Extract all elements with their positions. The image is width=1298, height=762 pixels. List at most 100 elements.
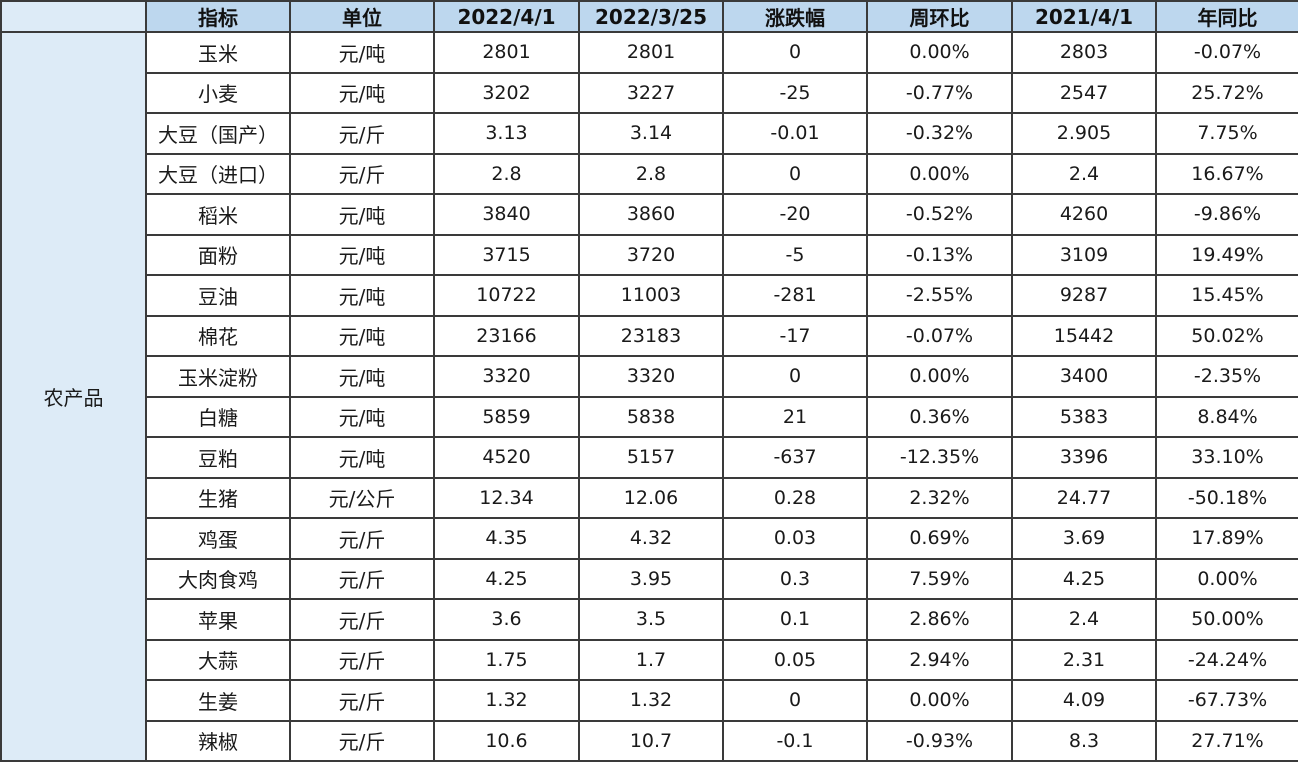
cell-unit: 元/吨 [289,193,435,236]
table-row: 稻米 元/吨 3840 3860 -20 -0.52% 4260 -9.86% [1,193,1298,236]
cell-change: 0 [722,31,868,74]
cell-change: -17 [722,314,868,357]
cell-unit: 元/斤 [289,517,435,560]
cell-year-over-year: 25.72% [1155,71,1298,114]
cell-date-current: 23166 [433,314,580,357]
cell-indicator: 鸡蛋 [145,517,291,560]
cell-week-over-week: -0.32% [866,112,1013,155]
cell-unit: 元/斤 [289,638,435,681]
table-row: 大肉食鸡 元/斤 4.25 3.95 0.3 7.59% 4.25 0.00% [1,557,1298,600]
cell-week-over-week: 2.94% [866,638,1013,681]
cell-week-over-week: 0.36% [866,395,1013,438]
cell-date-previous-week: 3.95 [578,557,724,600]
cell-unit: 元/斤 [289,112,435,155]
table-body: 农产品 玉米 元/吨 2801 2801 0 0.00% 2803 -0.07% 小麦 元/吨 320… [0,31,1298,762]
cell-date-last-year: 3396 [1011,436,1157,479]
header-indicator: 指标 [145,0,291,33]
cell-change: 21 [722,395,868,438]
cell-year-over-year: 15.45% [1155,274,1298,317]
cell-date-previous-week: 23183 [578,314,724,357]
cell-change: -5 [722,233,868,276]
cell-date-last-year: 4.25 [1011,557,1157,600]
header-change: 涨跌幅 [722,0,868,33]
cell-year-over-year: -50.18% [1155,476,1298,519]
cell-week-over-week: 0.00% [866,31,1013,74]
cell-year-over-year: 50.00% [1155,598,1298,641]
cell-indicator: 玉米 [145,31,291,74]
cell-change: -0.01 [722,112,868,155]
cell-week-over-week: -0.13% [866,233,1013,276]
cell-date-last-year: 5383 [1011,395,1157,438]
cell-indicator: 大肉食鸡 [145,557,291,600]
table-row: 辣椒 元/斤 10.6 10.7 -0.1 -0.93% 8.3 27.71% [1,719,1298,762]
header-corner [0,0,147,33]
cell-unit: 元/吨 [289,395,435,438]
cell-change: 0.1 [722,598,868,641]
cell-date-previous-week: 3.5 [578,598,724,641]
cell-indicator: 大蒜 [145,638,291,681]
cell-date-previous-week: 3720 [578,233,724,276]
cell-week-over-week: -2.55% [866,274,1013,317]
cell-date-last-year: 2803 [1011,31,1157,74]
header-date-current: 2022/4/1 [433,0,580,33]
cell-change: -25 [722,71,868,114]
cell-indicator: 苹果 [145,598,291,641]
cell-date-last-year: 3.69 [1011,517,1157,560]
table-row: 农产品 玉米 元/吨 2801 2801 0 0.00% 2803 -0.07% [0,31,1298,762]
cell-date-last-year: 3400 [1011,355,1157,398]
cell-change: 0.03 [722,517,868,560]
table-row: 面粉 元/吨 3715 3720 -5 -0.13% 3109 19.49% [1,233,1298,276]
cell-week-over-week: 2.86% [866,598,1013,641]
cell-week-over-week: -0.07% [866,314,1013,357]
cell-indicator: 生猪 [145,476,291,519]
table-row: 生姜 元/斤 1.32 1.32 0 0.00% 4.09 -67.73% [1,679,1298,722]
cell-year-over-year: 16.67% [1155,152,1298,195]
table-row: 大豆（进口） 元/斤 2.8 2.8 0 0.00% 2.4 16.67% [1,152,1298,195]
cell-date-last-year: 9287 [1011,274,1157,317]
cell-date-current: 2801 [433,31,580,74]
table-row: 白糖 元/吨 5859 5838 21 0.36% 5383 8.84% [1,395,1298,438]
cell-week-over-week: 0.69% [866,517,1013,560]
cell-date-last-year: 2547 [1011,71,1157,114]
cell-week-over-week: 7.59% [866,557,1013,600]
cell-week-over-week: -0.77% [866,71,1013,114]
cell-date-current: 3715 [433,233,580,276]
cell-date-current: 10722 [433,274,580,317]
cell-week-over-week: -0.52% [866,193,1013,236]
cell-unit: 元/斤 [289,679,435,722]
cell-date-previous-week: 5838 [578,395,724,438]
cell-date-previous-week: 5157 [578,436,724,479]
cell-date-previous-week: 10.7 [578,719,724,762]
cell-year-over-year: 7.75% [1155,112,1298,155]
cell-year-over-year: -67.73% [1155,679,1298,722]
cell-week-over-week: 0.00% [866,355,1013,398]
cell-year-over-year: -9.86% [1155,193,1298,236]
cell-change: -637 [722,436,868,479]
cell-week-over-week: 0.00% [866,152,1013,195]
cell-unit: 元/斤 [289,557,435,600]
cell-week-over-week: 2.32% [866,476,1013,519]
cell-change: 0 [722,679,868,722]
cell-week-over-week: -12.35% [866,436,1013,479]
cell-date-current: 4.25 [433,557,580,600]
cell-date-current: 4520 [433,436,580,479]
cell-date-current: 12.34 [433,476,580,519]
table-row: 玉米淀粉 元/吨 3320 3320 0 0.00% 3400 -2.35% [1,355,1298,398]
table-row: 豆油 元/吨 10722 11003 -281 -2.55% 9287 15.45% [1,274,1298,317]
header-unit: 单位 [289,0,435,33]
cell-date-current: 5859 [433,395,580,438]
table-row: 生猪 元/公斤 12.34 12.06 0.28 2.32% 24.77 -50.18% [1,476,1298,519]
cell-date-previous-week: 2801 [578,31,724,74]
cell-unit: 元/吨 [289,71,435,114]
cell-indicator: 大豆（进口） [145,152,291,195]
cell-unit: 元/吨 [289,31,435,74]
cell-indicator: 辣椒 [145,719,291,762]
cell-date-previous-week: 1.32 [578,679,724,722]
cell-indicator: 生姜 [145,679,291,722]
cell-date-last-year: 24.77 [1011,476,1157,519]
cell-date-last-year: 2.31 [1011,638,1157,681]
cell-indicator: 玉米淀粉 [145,355,291,398]
cell-year-over-year: -24.24% [1155,638,1298,681]
cell-year-over-year: -0.07% [1155,31,1298,74]
cell-change: 0 [722,152,868,195]
